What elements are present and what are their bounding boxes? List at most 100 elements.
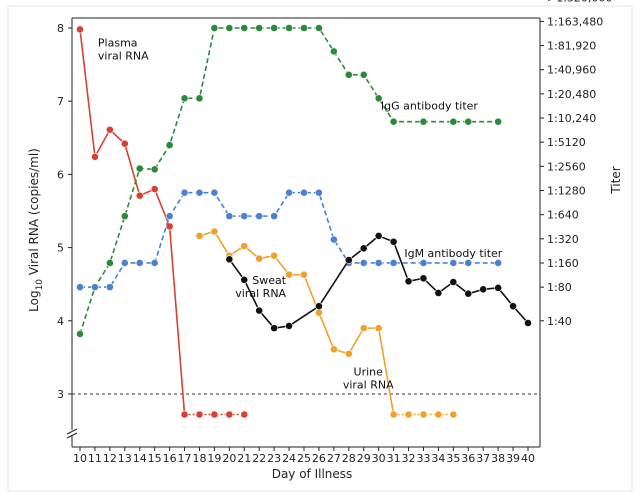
x-tick-label: 34 [431,452,445,465]
x-tick-label: 16 [163,452,177,465]
data-point [270,212,279,221]
data-point [315,188,323,197]
x-tick-label: 37 [476,452,490,465]
data-point [195,94,204,103]
annotation-label: Urine viral RNA [343,366,394,392]
x-axis: 10 11 12 13 14 15 16 17 18 19 20 21 22 23 24 25 26 27 28 29… [73,447,535,465]
x-tick-label: 10 [73,452,87,465]
y-right-tick-label: 1:640 [547,209,579,222]
data-point [225,212,234,221]
x-tick-label: 23 [267,452,281,465]
axis-break-gap [67,430,77,436]
x-tick-label: 25 [297,452,311,465]
data-point [180,410,189,419]
annotation-line: IgM antibody titer [404,247,502,260]
data-point [210,410,219,419]
data-point [449,117,458,126]
data-point [419,274,428,283]
data-point [329,235,338,244]
x-tick-label: 38 [491,452,505,465]
data-point [300,24,308,32]
data-point [225,410,234,419]
figure-border [7,5,633,492]
data-point [329,345,338,354]
data-point [240,242,249,251]
data-point [255,24,264,32]
data-point [180,94,189,103]
data-point [389,259,398,267]
data-point [509,302,517,311]
data-point [374,259,383,267]
annotation-label: IgM antibody titer [404,247,502,260]
data-point [419,117,428,126]
series-sweat-viral-rna [225,231,532,333]
data-point [120,259,129,267]
data-point [285,322,293,330]
data-point [135,164,144,173]
annotation-line: viral RNA [235,287,286,300]
data-point [150,185,159,193]
x-tick-label: 26 [312,452,326,465]
x-axis-title: Day of Illness [272,467,353,481]
y-right-tick-label: 1:160 [547,257,579,270]
data-point [419,410,428,419]
data-point [374,94,383,103]
annotation-label: IgG antibody titer [381,99,478,112]
series-line [79,29,186,415]
data-point [91,152,99,161]
data-point [389,410,398,419]
series-igm-antibody-titer [76,188,503,292]
data-point [434,289,443,297]
y-left-tick-label: 6 [57,168,64,181]
x-tick-label: 27 [327,452,341,465]
x-tick-label: 17 [178,452,192,465]
data-point [315,308,323,317]
data-point [195,410,204,419]
data-point [91,283,99,292]
data-point [240,410,249,419]
plot-frame [66,17,541,448]
y-right-tick-label: 1:40,960 [547,64,596,77]
data-point [494,259,503,267]
data-point [464,117,473,126]
data-point [389,117,398,126]
data-point [464,289,473,298]
x-tick-label: 21 [237,452,251,465]
y-left-tick-label: 3 [57,388,64,401]
data-point [344,256,353,264]
data-point [165,222,174,231]
axis-break-mark [66,432,78,439]
data-point [255,212,264,221]
data-point [255,306,264,315]
y-axis-right-title: Titer [609,166,623,194]
y-left-tick-label: 5 [57,242,64,255]
data-point [449,278,458,286]
data-point [150,165,159,174]
data-point [195,188,204,197]
series-plasma-viral-rna [76,25,249,419]
data-point [315,302,323,311]
data-point [404,277,413,286]
annotation-line: Plasma [98,36,138,49]
x-tick-label: 35 [446,452,460,465]
annotation-line: viral RNA [98,49,149,62]
data-point [270,324,279,333]
x-tick-label: 40 [521,452,535,465]
data-point [105,283,114,292]
annotation-line: Urine [354,366,384,379]
x-tick-label: 32 [402,452,416,465]
x-tick-label: 15 [148,452,162,465]
data-point [344,349,353,358]
y-axis-left-title-prefix: Log [27,290,41,311]
data-point [210,24,219,32]
y-right-tick-label: 1:80 [547,281,572,294]
data-point [344,70,353,79]
x-tick-label: 18 [192,452,206,465]
y-axis-left-title-rest: Viral RNA (copies/ml) [27,148,41,279]
data-point [359,70,368,79]
x-tick-label: 14 [133,452,147,465]
y-right-tick-label: 1:163,480 [547,15,603,28]
